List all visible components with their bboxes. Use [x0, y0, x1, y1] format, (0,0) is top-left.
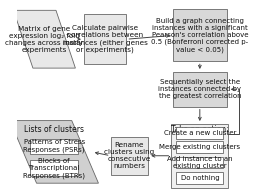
- Text: Merge existing clusters: Merge existing clusters: [159, 145, 240, 151]
- Text: Calculate pairwise
correlations between
instances (either genes
or experiments): Calculate pairwise correlations between …: [63, 25, 148, 53]
- Bar: [176, 157, 224, 168]
- Text: Lists of clusters: Lists of clusters: [24, 125, 84, 134]
- Bar: [171, 124, 228, 188]
- Bar: [30, 160, 78, 177]
- Bar: [176, 127, 224, 139]
- Bar: [84, 14, 126, 64]
- Text: Build a graph connecting
instances with a significant
Pearson's correlation abov: Build a graph connecting instances with …: [151, 18, 248, 53]
- Bar: [176, 172, 224, 184]
- Text: Take an action:: Take an action:: [171, 125, 229, 134]
- Bar: [173, 72, 226, 107]
- Text: Sequentially select the
instances connected by
the greatest correlation: Sequentially select the instances connec…: [158, 79, 241, 99]
- Text: Matrix of gene
expression log₂ fold
changes across many
experiments: Matrix of gene expression log₂ fold chan…: [5, 26, 83, 53]
- Text: Blocks of
Transcriptional
Responses (BTRs): Blocks of Transcriptional Responses (BTR…: [23, 158, 85, 178]
- Text: Create a new cluster: Create a new cluster: [164, 130, 236, 136]
- Bar: [30, 139, 78, 154]
- Bar: [173, 9, 226, 61]
- Polygon shape: [14, 10, 75, 68]
- Text: Do nothing: Do nothing: [180, 175, 219, 181]
- Text: Rename
clusters using
consecutive
numbers: Rename clusters using consecutive number…: [104, 142, 154, 169]
- Bar: [176, 141, 224, 153]
- Text: Add instance to an
existing cluster: Add instance to an existing cluster: [167, 156, 233, 169]
- Bar: [110, 137, 148, 175]
- Polygon shape: [10, 121, 99, 183]
- Text: Patterns of Stress
Responses (PSRs): Patterns of Stress Responses (PSRs): [23, 139, 85, 153]
